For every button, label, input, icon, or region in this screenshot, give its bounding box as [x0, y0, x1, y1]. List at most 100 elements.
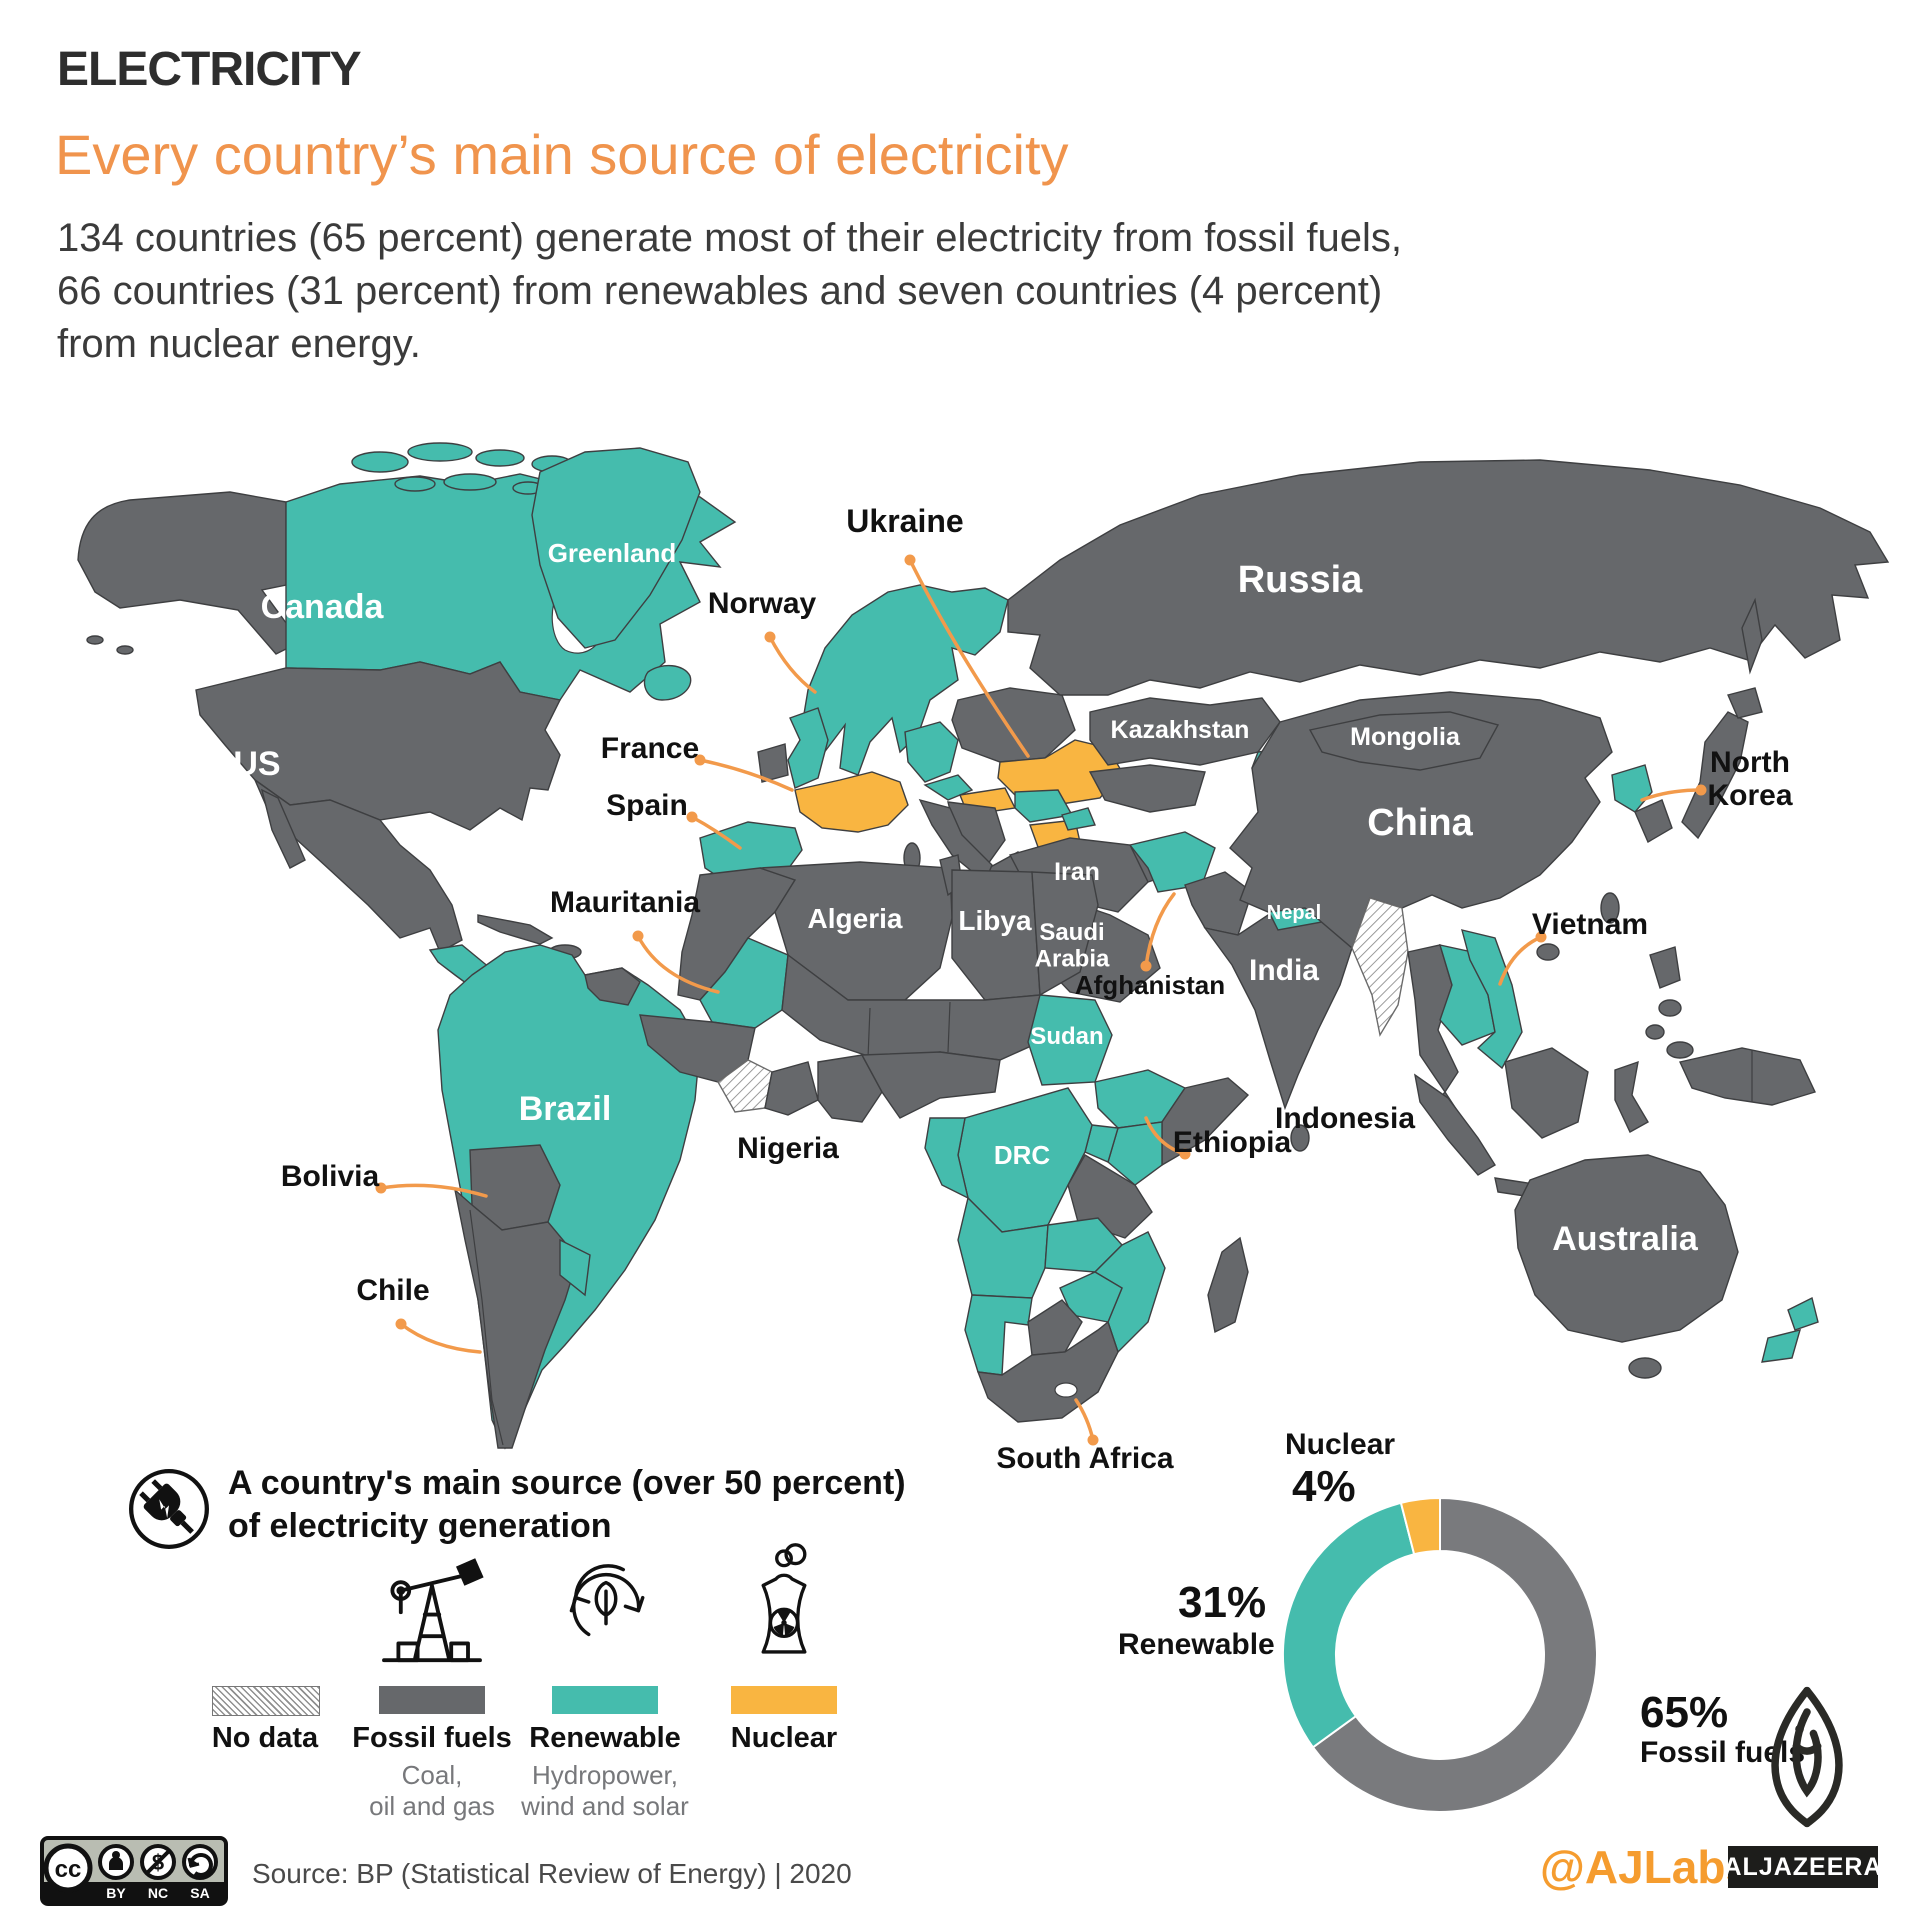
plug-icon — [129, 1469, 209, 1549]
leader-line — [1498, 935, 1543, 986]
page-kicker: ELECTRICITY — [57, 43, 362, 96]
region-bulgaria — [1029, 819, 1081, 848]
region-bolivia — [469, 1144, 561, 1231]
country-label: Ukraine — [846, 503, 963, 539]
svg-text:SA: SA — [190, 1885, 209, 1901]
region-kyrgyz-tajik — [1251, 747, 1306, 783]
ajlabs-handle: @AJLabs — [1540, 1841, 1752, 1893]
region-greenland — [531, 447, 701, 649]
region-alaska — [77, 491, 302, 655]
region-hungary-slovakia — [959, 787, 1017, 816]
region-philippines — [1645, 946, 1694, 1059]
country-label: Bolivia — [281, 1160, 380, 1193]
legend-title-line: A country's main source (over 50 percent… — [228, 1464, 906, 1502]
leader-dot — [1087, 1434, 1099, 1446]
country-label: Norway — [708, 587, 817, 620]
leader-line — [908, 558, 1030, 758]
region-lesotho — [1054, 1382, 1078, 1398]
country-label: Algeria — [808, 903, 903, 934]
region-hainan — [1536, 943, 1560, 961]
region-sahel — [781, 953, 1041, 1061]
region-russia — [1007, 459, 1890, 696]
region-north-korea — [1611, 764, 1653, 813]
country-label: Brazil — [519, 1090, 612, 1128]
region-zambia — [1044, 1217, 1123, 1273]
legend-item-label: Fossil fuels — [352, 1722, 512, 1754]
cc-icon: cc — [55, 1856, 82, 1883]
svg-text:NC: NC — [148, 1885, 168, 1901]
region-caucasus — [1061, 807, 1096, 831]
region-thailand — [1407, 944, 1459, 1094]
legend-item-label: Nuclear — [730, 1722, 838, 1754]
leader-dot — [1140, 960, 1152, 972]
region-balkans — [947, 801, 1006, 870]
country-label: Canada — [261, 588, 385, 626]
leader-line — [636, 934, 720, 994]
legend-item-sublabel: Coal, — [401, 1760, 463, 1790]
region-libya — [951, 869, 1041, 1001]
country-label: France — [601, 732, 699, 765]
region-laos-cambodia — [1438, 944, 1496, 1046]
region-australia — [1514, 1154, 1739, 1343]
region-papua — [1679, 1047, 1816, 1106]
region-iraq-syria — [997, 877, 1062, 916]
region-kazakhstan — [1089, 697, 1281, 766]
country-label: DRC — [994, 1140, 1051, 1170]
region-china — [1229, 691, 1613, 950]
region-nigeria — [817, 1054, 883, 1123]
donut-value-renewable: 31% — [1178, 1578, 1267, 1627]
region-uruguay-paraguay — [559, 1238, 591, 1297]
region-sulawesi — [1614, 1060, 1649, 1133]
legend-title-line: of electricity generation — [228, 1506, 612, 1545]
leader-line — [768, 635, 817, 694]
region-morocco — [677, 867, 797, 1001]
region-nepal — [1266, 902, 1324, 931]
legend-swatch-nuclear — [731, 1686, 837, 1714]
donut-slice-nuclear — [1399, 1496, 1441, 1556]
leader-line — [1074, 1398, 1095, 1442]
description-line: 66 countries (31 percent) from renewable… — [57, 269, 1383, 314]
legend-swatch-nodata — [212, 1686, 320, 1716]
region-madagascar — [1207, 1236, 1249, 1334]
country-label: Mongolia — [1350, 723, 1461, 751]
leader-line — [1144, 1116, 1187, 1156]
by-person-icon — [109, 1851, 123, 1870]
leader-line — [1640, 788, 1703, 802]
oil-pump-icon — [382, 1558, 484, 1663]
region-tasmania — [1628, 1357, 1662, 1379]
aljazeera-flame-logo — [1771, 1686, 1843, 1828]
map-country-labels: Greenland Canada US Russia Kazakhstan Mongoli… — [233, 503, 1792, 1475]
country-label: Chile — [356, 1274, 429, 1307]
region-central-asia — [1088, 764, 1206, 813]
country-label: Sudan — [1030, 1023, 1103, 1050]
hudson-bay — [551, 582, 609, 654]
region-hokkaido — [1727, 687, 1763, 719]
region-canada — [285, 473, 737, 701]
page-description: 134 countries (65 percent) generate most… — [57, 212, 1402, 372]
region-algeria — [759, 861, 953, 1001]
region-south-korea — [1634, 799, 1673, 844]
region-sri-lanka — [1290, 1124, 1310, 1152]
region-pakistan — [1184, 871, 1253, 936]
sahel-border — [867, 1001, 951, 1059]
leader-dot — [632, 930, 644, 942]
donut-chart — [1282, 1496, 1598, 1813]
country-label: Nepal — [1267, 902, 1321, 924]
nuclear-plant-icon — [761, 1543, 807, 1654]
region-chile-argentina — [453, 1188, 579, 1449]
region-hispaniola — [548, 944, 582, 960]
region-namibia — [964, 1294, 1033, 1376]
region-france — [794, 771, 909, 833]
region-gabon-congo — [924, 1117, 970, 1200]
region-iberia — [699, 821, 803, 889]
region-scandinavia — [799, 584, 1009, 776]
region-angola — [957, 1196, 1049, 1299]
country-label: Iran — [1054, 858, 1100, 886]
legend-item-sublabel: oil and gas — [369, 1791, 495, 1821]
region-uganda — [1084, 1124, 1119, 1163]
donut-label-renewable: Renewable — [1118, 1628, 1275, 1661]
region-us — [195, 661, 562, 831]
region-tanzania — [1067, 1154, 1153, 1239]
region-ghana — [764, 1061, 819, 1116]
